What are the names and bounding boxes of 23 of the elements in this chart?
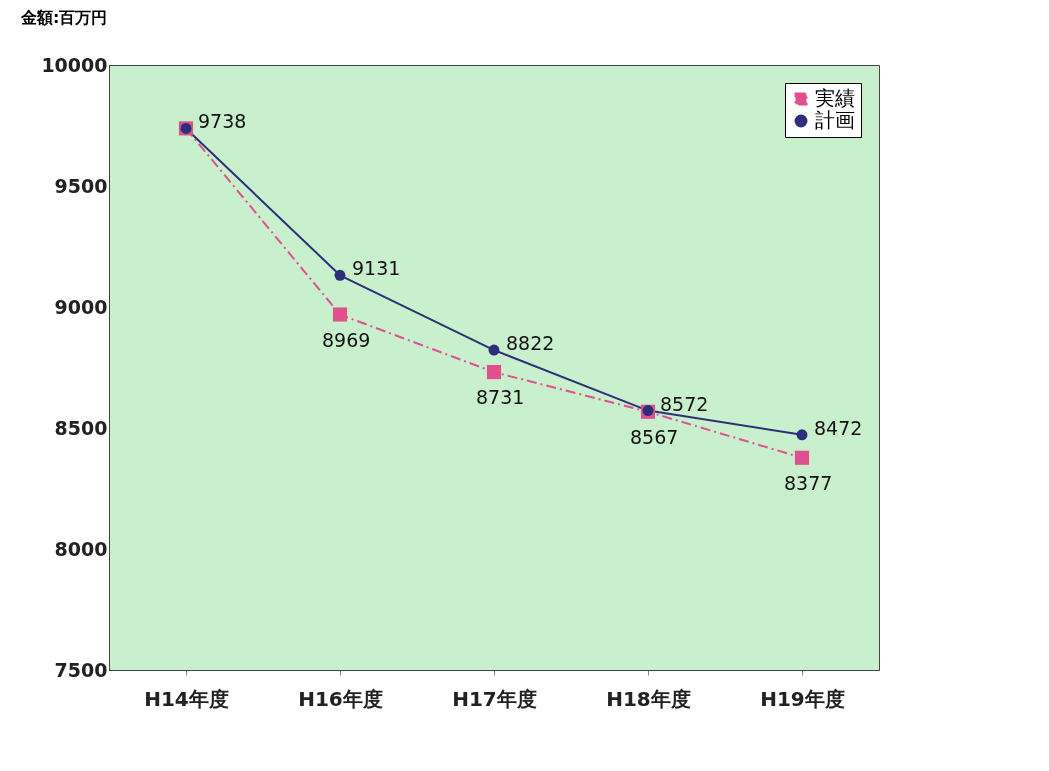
data-label: 8731 [476, 386, 525, 409]
legend-label: 計画 [815, 108, 855, 132]
y-tick-label: 7500 [54, 658, 108, 681]
data-label: 8572 [660, 392, 709, 415]
data-label: 8567 [630, 425, 679, 448]
data-label: 8969 [322, 328, 371, 351]
y-tick-label: 8000 [54, 537, 108, 560]
y-tick-label: 8500 [54, 416, 108, 439]
y-axis-title: 金額:百万円 [19, 8, 108, 27]
y-tick-label: 10000 [41, 53, 108, 76]
x-tick-label: H19年度 [760, 686, 845, 711]
data-label: 9738 [198, 110, 247, 133]
data-label: 9131 [352, 257, 401, 280]
x-tick-label: H14年度 [144, 686, 229, 711]
legend-label: 実績 [815, 86, 855, 110]
x-tick-label: H17年度 [452, 686, 537, 711]
y-tick-label: 9500 [54, 174, 108, 197]
data-label: 8472 [814, 416, 863, 439]
y-tick-label: 9000 [54, 295, 108, 318]
x-tick-label: H16年度 [298, 686, 383, 711]
data-label: 8377 [784, 471, 833, 494]
data-label: 8822 [506, 332, 555, 355]
x-tick-label: H18年度 [606, 686, 691, 711]
